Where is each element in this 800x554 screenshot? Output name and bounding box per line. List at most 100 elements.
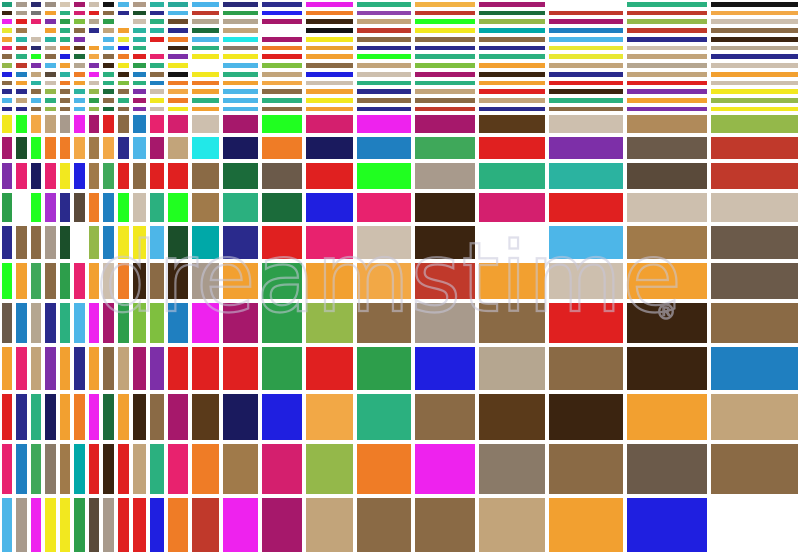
color-cell xyxy=(57,224,73,261)
color-cell xyxy=(708,224,800,261)
color-cell xyxy=(477,8,548,18)
color-swatch xyxy=(627,89,707,94)
color-cell xyxy=(708,300,800,345)
color-swatch xyxy=(549,193,624,223)
color-cell xyxy=(131,95,148,105)
color-swatch xyxy=(74,163,85,190)
color-swatch xyxy=(710,393,798,441)
color-cell xyxy=(304,391,355,443)
color-cell xyxy=(547,260,626,301)
color-swatch xyxy=(627,45,707,51)
color-swatch xyxy=(74,45,85,51)
color-swatch xyxy=(167,106,189,112)
color-swatch xyxy=(167,28,189,33)
color-swatch xyxy=(192,346,220,390)
color-cell xyxy=(708,43,800,53)
color-cell xyxy=(72,34,87,44)
color-swatch xyxy=(192,36,220,42)
color-swatch xyxy=(16,106,27,112)
color-cell xyxy=(165,17,191,27)
color-cell xyxy=(101,300,116,345)
color-swatch xyxy=(414,262,476,299)
color-cell xyxy=(147,95,166,105)
color-cell xyxy=(86,104,102,114)
color-cell xyxy=(625,95,709,105)
color-cell xyxy=(304,78,355,88)
color-cell xyxy=(477,191,548,225)
color-swatch xyxy=(88,19,100,25)
color-swatch xyxy=(45,54,56,60)
color-swatch xyxy=(479,89,546,94)
color-swatch xyxy=(16,346,27,390)
color-swatch xyxy=(2,193,13,223)
color-swatch xyxy=(133,346,146,390)
color-swatch xyxy=(117,80,130,86)
color-cell xyxy=(412,191,478,225)
color-cell xyxy=(0,344,15,392)
color-cell xyxy=(547,34,626,44)
color-swatch xyxy=(306,163,353,190)
color-swatch xyxy=(261,115,303,134)
color-swatch xyxy=(261,89,303,94)
color-swatch xyxy=(59,193,71,223)
color-swatch xyxy=(59,63,71,68)
color-swatch xyxy=(103,36,114,42)
color-cell xyxy=(57,8,73,18)
color-swatch xyxy=(306,115,353,134)
color-cell xyxy=(304,52,355,62)
color-swatch xyxy=(117,10,130,16)
color-swatch xyxy=(74,63,85,68)
color-swatch xyxy=(192,54,220,60)
color-cell xyxy=(101,191,116,225)
color-cell xyxy=(28,95,44,105)
color-cell xyxy=(14,69,29,79)
color-swatch xyxy=(16,71,27,77)
color-swatch xyxy=(356,2,411,7)
color-swatch xyxy=(223,28,258,33)
color-cell xyxy=(0,78,15,88)
color-cell xyxy=(147,113,166,136)
color-swatch xyxy=(223,106,258,112)
color-swatch xyxy=(149,28,164,33)
color-cell xyxy=(165,43,191,53)
color-swatch xyxy=(261,106,303,112)
color-cell xyxy=(101,26,116,35)
color-cell xyxy=(708,191,800,225)
color-cell xyxy=(72,391,87,443)
color-cell xyxy=(147,191,166,225)
color-swatch xyxy=(306,63,353,68)
color-swatch xyxy=(117,54,130,60)
color-cell xyxy=(412,43,478,53)
color-swatch xyxy=(74,28,85,33)
color-cell xyxy=(115,0,132,9)
color-cell xyxy=(101,161,116,192)
color-swatch xyxy=(356,193,411,223)
color-swatch xyxy=(710,36,798,42)
color-swatch xyxy=(223,54,258,60)
color-cell xyxy=(412,69,478,79)
color-swatch xyxy=(710,80,798,86)
color-swatch xyxy=(45,28,56,33)
color-swatch xyxy=(149,19,164,25)
color-cell xyxy=(43,78,58,88)
color-swatch xyxy=(627,226,707,259)
color-cell xyxy=(259,61,305,70)
color-swatch xyxy=(45,63,56,68)
color-swatch xyxy=(306,89,353,94)
color-cell xyxy=(190,224,222,261)
color-cell xyxy=(259,26,305,35)
color-cell xyxy=(57,260,73,301)
color-swatch xyxy=(117,63,130,68)
color-swatch xyxy=(133,63,146,68)
color-cell xyxy=(57,52,73,62)
color-swatch xyxy=(117,193,130,223)
color-cell xyxy=(147,224,166,261)
color-cell xyxy=(101,78,116,88)
color-swatch xyxy=(59,54,71,60)
color-cell xyxy=(86,135,102,162)
color-swatch xyxy=(167,346,189,390)
color-swatch xyxy=(88,137,100,160)
color-swatch xyxy=(167,36,189,42)
color-cell xyxy=(190,78,222,88)
color-cell xyxy=(28,0,44,9)
